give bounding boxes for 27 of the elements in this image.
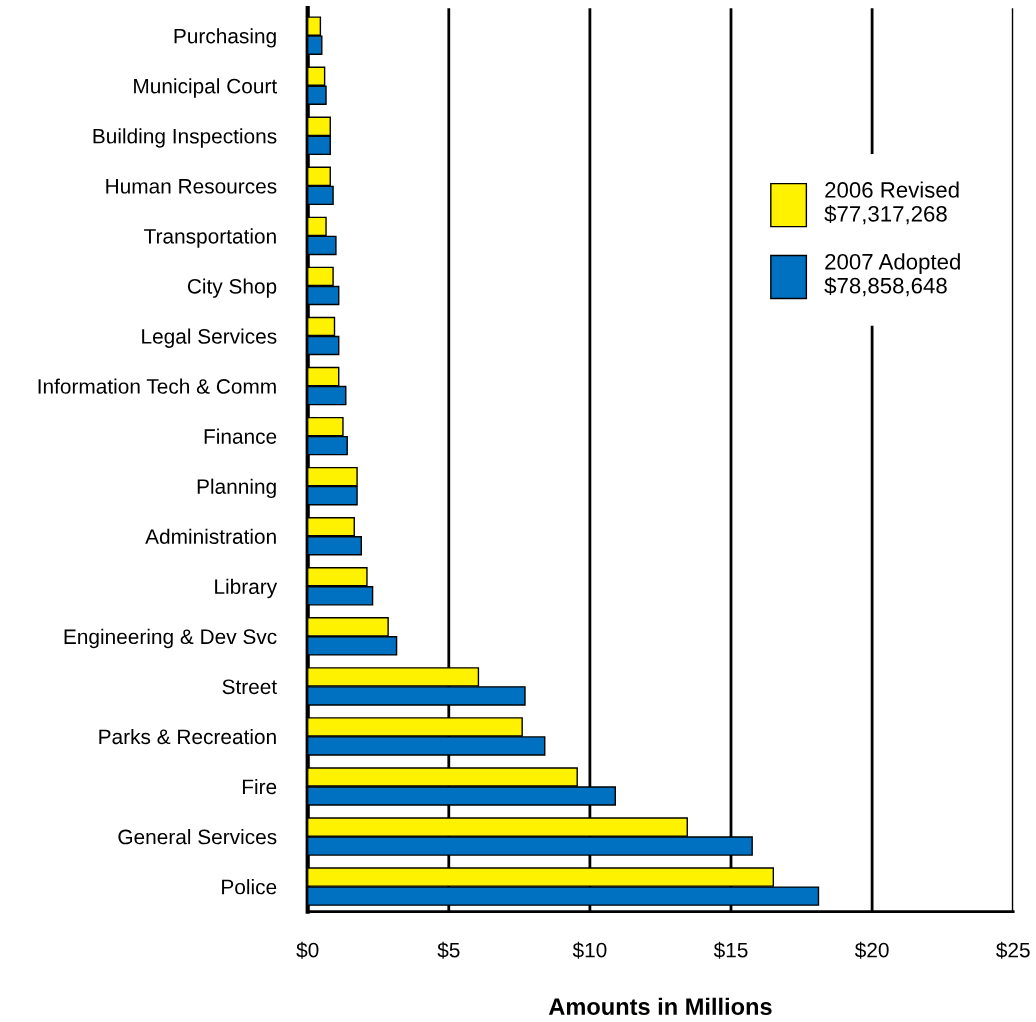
y-tick-label: Transportation — [144, 228, 276, 248]
x-tick-label: $10 — [572, 941, 607, 959]
x-tick-label: $0 — [296, 941, 319, 959]
y-tick-label: Administration — [145, 528, 276, 544]
y-tick-label: Building Inspections — [93, 128, 277, 148]
x-tick-label: $15 — [713, 941, 748, 959]
legend-label: 2006 Revised $77,317,268 — [824, 181, 959, 225]
x-axis-title: Amounts in Millions — [548, 997, 772, 1016]
y-tick-label: Engineering & Dev Svc — [64, 628, 277, 649]
y-tick-label: Library — [215, 578, 278, 599]
y-tick-label: Purchasing — [174, 28, 276, 48]
y-tick-label: Municipal Court — [134, 78, 277, 98]
y-tick-label: Information Tech & Comm — [38, 378, 276, 394]
legend-label: 2007 Adopted $78,858,648 — [824, 253, 960, 297]
x-tick-label: $25 — [996, 941, 1030, 959]
y-tick-label: Police — [222, 879, 277, 895]
y-tick-label: Planning — [197, 478, 276, 499]
y-tick-label: Finance — [204, 428, 277, 444]
x-tick-label: $20 — [854, 941, 889, 959]
y-tick-label: Parks & Recreation — [99, 728, 276, 745]
y-tick-label: General Services — [118, 829, 277, 845]
y-tick-label: Legal Services — [142, 328, 277, 348]
y-tick-label: Street — [222, 679, 277, 695]
y-tick-label: City Shop — [187, 278, 277, 298]
y-tick-label: Fire — [242, 778, 277, 795]
x-tick-label: $5 — [437, 941, 460, 959]
y-tick-label: Human Resources — [106, 179, 277, 194]
